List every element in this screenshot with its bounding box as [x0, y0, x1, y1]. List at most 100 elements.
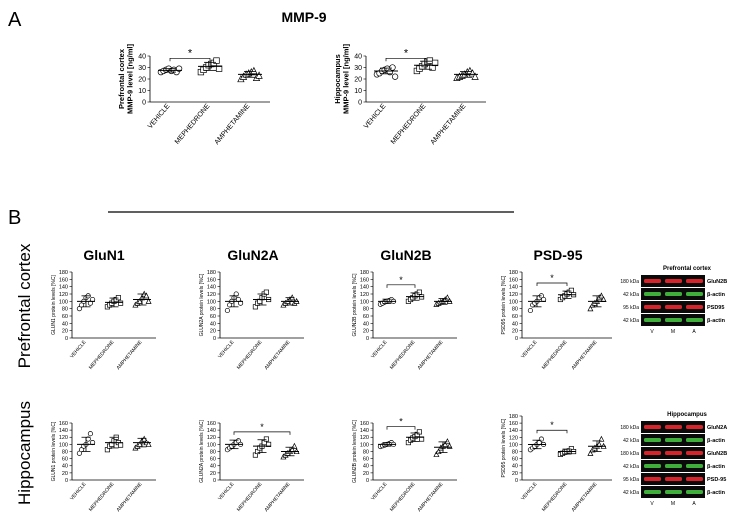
blot-kda-label: 95 kDa [623, 305, 639, 311]
blot-kda-label: 42 kDa [623, 292, 639, 298]
x-tick-label: AMPHETAMINE [264, 339, 292, 371]
blot-lane-label: A [692, 329, 696, 335]
data-point [433, 450, 440, 457]
y-tick-label: 60 [62, 314, 68, 320]
y-tick-label: 160 [59, 277, 68, 283]
blot-protein-label: PSD-95 [707, 477, 726, 483]
y-tick-label: 140 [207, 428, 216, 434]
y-tick-label: 120 [59, 435, 68, 441]
y-tick-label: 40 [354, 53, 362, 60]
blot-band [686, 438, 703, 442]
data-point [389, 64, 396, 71]
blot-band [644, 477, 661, 481]
x-tick-label: MEPHEDRONE [88, 481, 116, 513]
significance-bracket [536, 282, 568, 286]
column-title-glun2a: GluN2A [227, 247, 278, 263]
blot-band [644, 438, 661, 442]
y-tick-label: 20 [363, 329, 369, 335]
x-tick-label: MEPHEDRONE [236, 481, 264, 513]
column-title-psd95: PSD-95 [533, 247, 582, 263]
data-point [444, 438, 451, 445]
y-tick-label: 0 [65, 336, 68, 342]
y-tick-label: 0 [366, 336, 369, 342]
y-tick-label: 0 [213, 336, 216, 342]
y-tick-label: 60 [512, 314, 518, 320]
data-point [250, 66, 258, 75]
y-tick-label: 160 [360, 421, 369, 427]
x-tick-label: MEPHEDRONE [541, 339, 569, 371]
blot-band [686, 292, 703, 296]
significance-bracket [386, 284, 416, 288]
y-tick-label: 160 [59, 421, 68, 427]
y-tick-label: 20 [138, 76, 146, 83]
x-tick-label: AMPHETAMINE [116, 339, 144, 371]
data-point [145, 440, 152, 447]
data-point [442, 440, 449, 447]
blot-band [665, 425, 682, 429]
x-tick-label: AMPHETAMINE [213, 103, 251, 147]
y-tick-label: 60 [512, 457, 518, 463]
blot-band [686, 464, 703, 468]
significance-bracket [169, 57, 211, 62]
y-tick-label: 120 [360, 292, 369, 298]
column-title-glun1: GluN1 [83, 247, 124, 263]
data-point [598, 435, 605, 442]
x-tick-label: AMPHETAMINE [417, 481, 445, 513]
blot-title: Prefrontal cortex [663, 266, 712, 272]
y-axis-label: HippocampusMMP-9 level [ng/ml] [333, 43, 351, 114]
blot-lane-label: M [671, 501, 675, 507]
y-tick-label: 30 [138, 65, 146, 72]
y-tick-label: 20 [363, 471, 369, 477]
significance-star: * [550, 273, 554, 283]
blots-layer: Prefrontal cortex 180 kDa GluN2B 42 kDa β-ac… [620, 266, 727, 507]
blot-protein-label: β-actin [707, 464, 726, 470]
blot-protein-label: β-actin [707, 490, 726, 496]
y-tick-label: 0 [366, 478, 369, 484]
x-tick-label: VEHICLE [363, 103, 388, 131]
y-tick-label: 40 [62, 321, 68, 327]
blot-band [644, 292, 661, 296]
blot-protein-label: β-actin [707, 292, 726, 298]
blot-band [665, 305, 682, 309]
y-tick-label: 140 [509, 285, 518, 291]
y-tick-label: 160 [207, 277, 216, 283]
y-tick-label: 80 [512, 307, 518, 313]
panel-b-label: B [8, 207, 21, 229]
x-tick-label: AMPHETAMINE [264, 481, 292, 513]
y-axis-label: PSD95 protein levels [%C] [501, 275, 507, 335]
y-tick-label: 160 [509, 277, 518, 283]
x-tick-label: VEHICLE [217, 481, 236, 502]
y-tick-label: 100 [360, 442, 369, 448]
y-tick-label: 120 [509, 292, 518, 298]
y-tick-label: 20 [512, 471, 518, 477]
data-point [213, 57, 220, 64]
x-tick-label: VEHICLE [370, 339, 389, 360]
x-tick-label: VEHICLE [370, 481, 389, 502]
significance-star: * [399, 417, 403, 427]
y-tick-label: 100 [59, 442, 68, 448]
blot-lane-label: V [650, 329, 654, 335]
y-tick-label: 0 [213, 478, 216, 484]
data-point [76, 450, 82, 456]
blot-band [686, 477, 703, 481]
y-tick-label: 180 [509, 270, 518, 276]
data-point [471, 72, 479, 80]
y-tick-label: 100 [207, 442, 216, 448]
y-tick-label: 60 [210, 457, 216, 463]
y-tick-label: 60 [210, 314, 216, 320]
x-tick-label: VEHICLE [69, 339, 88, 360]
y-tick-label: 120 [360, 435, 369, 441]
blot-kda-label: 42 kDa [623, 464, 639, 470]
blot-1: Hippocampus 180 kDa GluN2A 42 kDa β-actin 180… [620, 412, 727, 507]
blot-lane-label: M [671, 329, 675, 335]
y-axis-label: PSD95 protein levels [%C] [501, 418, 507, 478]
y-tick-label: 40 [210, 464, 216, 470]
x-tick-label: AMPHETAMINE [116, 481, 144, 513]
blot-band [665, 477, 682, 481]
blot-kda-label: 180 kDa [620, 279, 639, 285]
